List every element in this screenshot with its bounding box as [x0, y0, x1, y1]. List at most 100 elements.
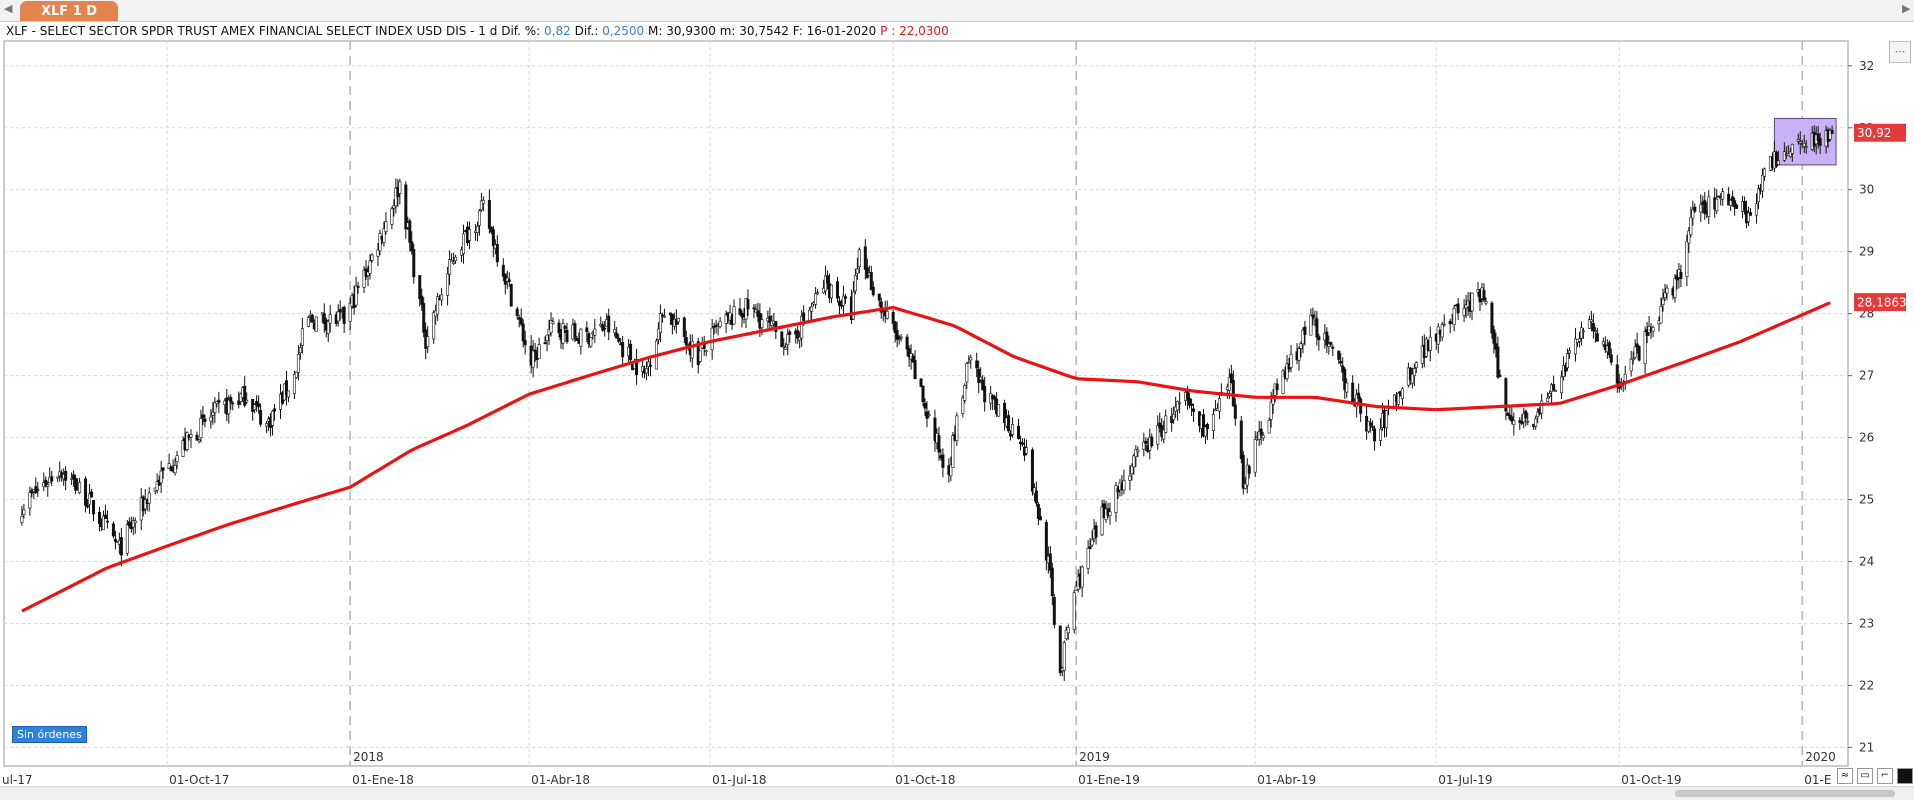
- candle-body: [551, 321, 555, 324]
- candle-body: [1090, 539, 1094, 546]
- layout-icon[interactable]: ≈: [1837, 768, 1853, 784]
- candle-body: [857, 249, 861, 267]
- save-icon[interactable]: ▭: [1857, 768, 1873, 784]
- candle-body: [175, 455, 179, 462]
- horizontal-scrollbar[interactable]: [0, 786, 1914, 800]
- candle-body: [676, 317, 680, 323]
- candle-body: [1566, 353, 1570, 369]
- candle-body: [1591, 322, 1595, 332]
- candle-body: [1369, 422, 1373, 426]
- candle-body: [698, 350, 702, 362]
- candle-body: [1536, 411, 1540, 418]
- candle-body: [841, 295, 845, 306]
- year-label: 2020: [1805, 750, 1836, 764]
- candle-body: [1546, 397, 1550, 402]
- candle-body: [1651, 326, 1655, 332]
- y-tick-label: 25: [1859, 493, 1874, 507]
- candle-body: [450, 259, 454, 262]
- chart-settings-icon[interactable]: ⋯: [1889, 41, 1911, 63]
- candle-body: [1130, 465, 1134, 474]
- candle-body: [133, 520, 137, 524]
- drawing-icon[interactable]: ⌐: [1877, 768, 1893, 784]
- plot-frame: [3, 40, 1849, 767]
- candle-body: [255, 400, 259, 406]
- candle-body: [969, 357, 973, 361]
- candle-body: [1540, 400, 1544, 414]
- x-tick-label: 01-Oct-18: [895, 773, 955, 787]
- candle-body: [1016, 425, 1020, 439]
- candle-body: [1247, 466, 1251, 474]
- candle-body: [1239, 420, 1243, 460]
- candle-body: [1030, 449, 1034, 492]
- candle-body: [740, 313, 744, 318]
- candle-body: [1289, 353, 1293, 368]
- candle-body: [1400, 388, 1404, 400]
- candle-body: [967, 361, 971, 364]
- candle-body: [432, 312, 436, 340]
- candle-body: [257, 403, 261, 408]
- candle-body: [322, 313, 326, 324]
- candle-body: [1301, 329, 1305, 345]
- candle-body: [1774, 152, 1778, 167]
- candle-body: [682, 317, 686, 337]
- moving-average-line: [21, 301, 1831, 613]
- candle-body: [1024, 447, 1028, 454]
- candle-body: [422, 303, 426, 333]
- candle-body: [147, 492, 151, 504]
- candle-body: [515, 308, 519, 316]
- candle-body: [1128, 475, 1132, 481]
- candle-body: [328, 314, 332, 324]
- candle-body: [963, 385, 967, 401]
- candle-body: [1211, 414, 1215, 431]
- x-tick-label: 01-Oct-19: [1621, 773, 1681, 787]
- year-label: 2019: [1079, 750, 1110, 764]
- candle-body: [161, 467, 165, 471]
- candle-body: [565, 329, 569, 343]
- candle-body: [1756, 188, 1760, 203]
- candle-body: [752, 307, 756, 310]
- candle-body: [1524, 410, 1528, 419]
- candle-body: [1229, 373, 1233, 384]
- candle-body: [1601, 341, 1605, 345]
- candle-body: [1782, 151, 1786, 161]
- candle-body: [869, 272, 873, 291]
- candle-body: [1743, 201, 1747, 212]
- candle-body: [798, 336, 802, 341]
- tab-scroll-left-icon[interactable]: ◀: [4, 2, 13, 15]
- candle-body: [1760, 175, 1764, 192]
- candle-body: [1345, 382, 1349, 393]
- candle-body: [863, 246, 867, 270]
- candle-body: [294, 371, 298, 378]
- candle-body: [326, 321, 330, 334]
- candle-body: [1351, 382, 1355, 404]
- candle-body: [573, 323, 577, 338]
- candle-body: [921, 385, 925, 403]
- candle-body: [426, 336, 430, 347]
- candle-body: [851, 291, 855, 320]
- candle-body: [211, 411, 215, 416]
- candle-body: [1134, 449, 1138, 458]
- candle-body: [1729, 200, 1733, 206]
- candle-body: [905, 336, 909, 350]
- candle-body: [877, 293, 881, 301]
- candle-body: [521, 323, 525, 342]
- candle-body: [979, 376, 983, 380]
- x-tick-label: 01-Oct-17: [169, 773, 229, 787]
- tab-scroll-right-icon[interactable]: ▶: [1902, 2, 1911, 15]
- candle-body: [392, 205, 396, 209]
- tab-xlf-1d[interactable]: XLF 1 D: [20, 1, 118, 21]
- scrollbar-thumb[interactable]: [1675, 790, 1895, 797]
- candle-body: [1721, 191, 1725, 200]
- candle-body: [348, 302, 352, 322]
- color-icon[interactable]: [1897, 768, 1913, 784]
- candle-body: [613, 329, 617, 333]
- dif-pct-label: Dif. %:: [501, 24, 541, 38]
- candle-body: [724, 314, 728, 324]
- candle-body: [390, 208, 394, 225]
- candle-body: [507, 279, 511, 282]
- candle-body: [296, 354, 300, 373]
- p-value: 22,0300: [899, 24, 949, 38]
- candle-body: [1512, 420, 1516, 426]
- candle-body: [810, 306, 814, 312]
